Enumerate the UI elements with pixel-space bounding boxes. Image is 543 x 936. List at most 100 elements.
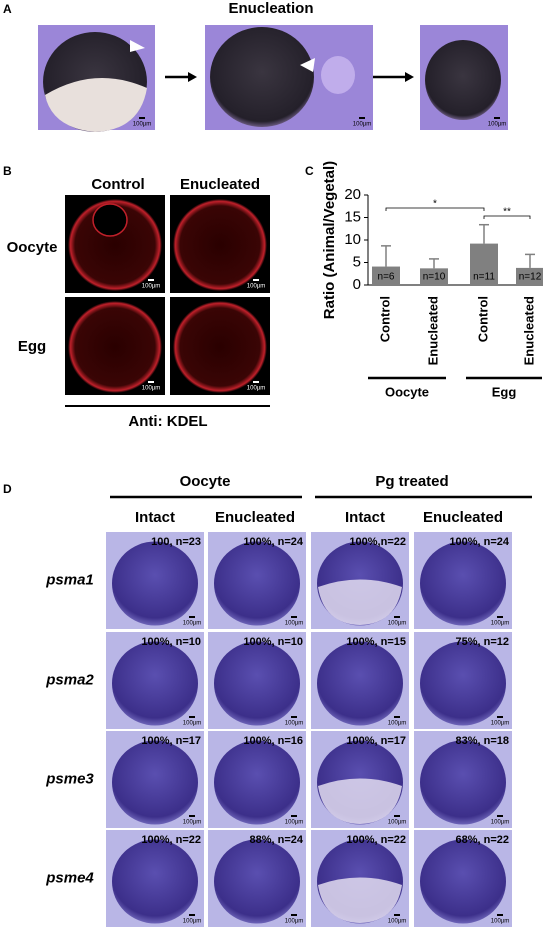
gene-label: psma2 xyxy=(45,671,94,688)
scale-label: 100µm xyxy=(285,919,303,925)
gene-label: psme3 xyxy=(45,770,94,787)
row-header: Egg xyxy=(18,338,46,355)
scale-label: 100µm xyxy=(491,721,509,727)
count-label: 100%, n=15 xyxy=(346,636,406,648)
significance-bracket xyxy=(385,207,485,211)
count-label: 100, n=23 xyxy=(151,536,201,548)
count-label: 100%, n=17 xyxy=(346,735,406,747)
n-label: n=11 xyxy=(473,272,495,283)
panel-label: C xyxy=(305,164,314,178)
embryo xyxy=(68,301,162,393)
arrow-head xyxy=(405,72,414,82)
count-label: 100%, n=10 xyxy=(243,636,303,648)
count-label: 100%, n=24 xyxy=(243,536,304,548)
n-label: n=6 xyxy=(378,272,395,283)
group-header: Pg treated xyxy=(375,473,448,490)
x-tick-label: Enucleated xyxy=(521,296,536,365)
vegetal-half xyxy=(45,78,147,132)
scale-label: 100µm xyxy=(353,122,371,128)
significance-bracket xyxy=(483,215,531,219)
scale-label: 100µm xyxy=(142,386,160,392)
embryo xyxy=(420,541,506,626)
embryo xyxy=(420,641,506,726)
scale-label: 100µm xyxy=(388,721,406,727)
y-axis-title: Ratio (Animal/Vegetal) xyxy=(321,161,338,319)
embryo xyxy=(214,641,300,726)
count-label: 75%, n=12 xyxy=(455,636,509,648)
panel-label: D xyxy=(3,482,12,496)
embryo xyxy=(210,27,314,127)
count-label: 68%, n=22 xyxy=(455,834,509,846)
count-label: 83%, n=18 xyxy=(455,735,509,747)
scale-label: 100µm xyxy=(491,919,509,925)
embryo xyxy=(420,839,506,924)
scale-label: 100µm xyxy=(183,919,201,925)
x-tick-label: Enucleated xyxy=(425,296,440,365)
group-header: Oocyte xyxy=(180,473,231,490)
embryo xyxy=(214,740,300,825)
gene-label: psma1 xyxy=(45,571,94,588)
column-header: Control xyxy=(91,176,144,193)
embryo xyxy=(173,199,267,291)
scale-label: 100µm xyxy=(285,721,303,727)
scale-label: 100µm xyxy=(285,820,303,826)
count-label: 100%, n=17 xyxy=(141,735,201,747)
group-label: Egg xyxy=(492,384,517,399)
group-label: Oocyte xyxy=(385,384,429,399)
row-header: Oocyte xyxy=(7,239,58,256)
bar xyxy=(516,267,543,285)
count-label: 100%,n=22 xyxy=(349,536,406,548)
scale-label: 100µm xyxy=(183,621,201,627)
scale-label: 100µm xyxy=(247,284,265,290)
column-header: Intact xyxy=(345,509,385,526)
embryo xyxy=(214,839,300,924)
vegetal-half xyxy=(318,579,402,625)
panel-label: B xyxy=(3,164,12,178)
embryo xyxy=(112,740,198,825)
arrow-head xyxy=(188,72,197,82)
nucleus xyxy=(321,56,355,94)
scale-label: 100µm xyxy=(388,820,406,826)
panel-title: Enucleation xyxy=(228,0,313,17)
scale-label: 100µm xyxy=(133,122,151,128)
column-header: Enucleated xyxy=(180,176,260,193)
scale-label: 100µm xyxy=(388,621,406,627)
embryo xyxy=(420,740,506,825)
embryo xyxy=(112,641,198,726)
antibody-label: Anti: KDEL xyxy=(128,413,207,430)
embryo xyxy=(112,839,198,924)
y-tick-label: 10 xyxy=(344,231,361,248)
column-header: Enucleated xyxy=(423,509,503,526)
count-label: 100%, n=10 xyxy=(141,636,201,648)
panel-label: A xyxy=(3,2,12,16)
y-tick-label: 5 xyxy=(353,253,361,270)
scale-label: 100µm xyxy=(388,919,406,925)
y-tick-label: 20 xyxy=(344,186,361,203)
bar xyxy=(470,243,498,285)
scale-label: 100µm xyxy=(488,122,506,128)
x-tick-label: Control xyxy=(475,296,490,342)
nucleus-area xyxy=(92,203,128,237)
column-header: Enucleated xyxy=(215,509,295,526)
scale-label: 100µm xyxy=(247,386,265,392)
significance-label: ** xyxy=(503,207,511,218)
count-label: 100%, n=16 xyxy=(243,735,303,747)
vegetal-half xyxy=(318,877,402,923)
scale-label: 100µm xyxy=(183,721,201,727)
bar xyxy=(372,266,400,285)
count-label: 100%, n=22 xyxy=(141,834,201,846)
arrowhead xyxy=(130,40,145,52)
embryo xyxy=(317,641,403,726)
arrowhead xyxy=(300,58,315,72)
scale-label: 100µm xyxy=(142,284,160,290)
y-tick-label: 15 xyxy=(344,208,361,225)
column-header: Intact xyxy=(135,509,175,526)
embryo xyxy=(214,541,300,626)
y-tick-label: 0 xyxy=(353,276,361,293)
vegetal-half xyxy=(318,778,402,824)
bar xyxy=(420,268,448,285)
embryo xyxy=(173,301,267,393)
n-label: n=12 xyxy=(519,272,542,283)
count-label: 88%, n=24 xyxy=(249,834,303,846)
